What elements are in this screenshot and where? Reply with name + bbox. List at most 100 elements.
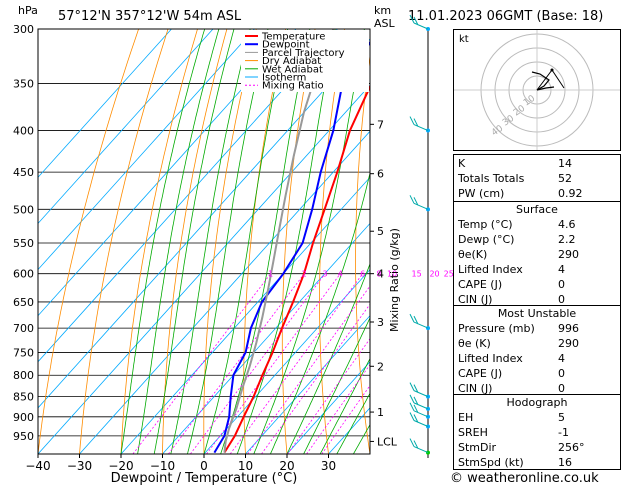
height-label: 1 <box>377 406 384 419</box>
pressure-tick-label: 300 <box>13 23 34 36</box>
most-unstable-row: Lifted Index 4 <box>454 351 620 366</box>
surface-row: Dewp (°C) 2.2 <box>454 232 620 247</box>
isotherm-line <box>203 268 370 454</box>
dry-adiabat-line <box>203 29 257 454</box>
surface-label: θe(K) <box>458 248 488 261</box>
copyright-label: © weatheronline.co.uk <box>450 471 599 486</box>
pressure-tick-label: 750 <box>13 346 34 359</box>
hodograph-stat-row: StmSpd (kt) 16 <box>454 455 620 470</box>
most-unstable-value: 0 <box>558 367 565 380</box>
wet-adiabat-line <box>286 262 370 454</box>
most-unstable-panel: Most Unstable Pressure (mb) 996 θe (K) 290 L… <box>453 305 621 396</box>
legend-label: Isotherm <box>262 73 306 84</box>
surface-label: CAPE (J) <box>458 278 503 291</box>
hodograph-stat-row: EH 5 <box>454 410 620 425</box>
height-unit-top: km <box>374 4 391 17</box>
mixing-ratio-label: 6 <box>360 270 365 279</box>
isotherm-line <box>286 361 370 454</box>
mixing-ratio-line <box>247 285 370 454</box>
isotherm-line <box>38 29 214 225</box>
temperature-line <box>223 84 370 454</box>
wet-adiabat-line <box>270 171 370 454</box>
wind-barb <box>409 382 429 398</box>
wet-adiabat-line <box>236 29 336 454</box>
dry-adiabat-line <box>243 29 287 454</box>
most-unstable-value: 0 <box>558 382 565 395</box>
most-unstable-value: 996 <box>558 322 579 335</box>
mixing-ratio-line <box>321 384 370 454</box>
isotherm-line <box>79 130 370 454</box>
surface-label: Lifted Index <box>458 263 523 276</box>
pressure-tick-label: 700 <box>13 322 34 335</box>
hodograph-stats-panel: Hodograph EH 5 SREH -1 StmDir 256° StmSpd (kt)… <box>453 394 621 470</box>
pressure-tick-label: 500 <box>13 203 34 216</box>
mixing-ratio-label: 20 <box>429 270 439 279</box>
pressure-unit-label: hPa <box>18 4 38 17</box>
hodograph-stat-value: 256° <box>558 441 585 454</box>
surface-value: 290 <box>558 248 579 261</box>
surface-row: Temp (°C) 4.6 <box>454 217 620 232</box>
pressure-tick-label: 950 <box>13 430 34 443</box>
wet-adiabat-line <box>303 316 370 454</box>
pressure-tick-label: 650 <box>13 296 34 309</box>
most-unstable-label: Pressure (mb) <box>458 322 535 335</box>
isotherm-line <box>38 29 255 271</box>
hodograph-stat-value: 16 <box>558 456 572 469</box>
height-label: LCL <box>377 435 398 448</box>
mixing-ratio-label: 15 <box>412 270 422 279</box>
hodograph-unit-label: kt <box>459 34 469 45</box>
most-unstable-label: CIN (J) <box>458 382 493 395</box>
wet-adiabat-line <box>153 29 235 454</box>
index-label: Totals Totals <box>458 172 525 185</box>
pressure-tick-label: 600 <box>13 268 34 281</box>
wind-barb <box>409 14 429 30</box>
wind-barb <box>409 313 429 329</box>
x-tick-label: −30 <box>67 459 92 473</box>
wind-barb <box>409 412 429 427</box>
most-unstable-row: θe (K) 290 <box>454 336 620 351</box>
most-unstable-title: Most Unstable <box>497 307 577 320</box>
mixing-ratio-label: 2 <box>302 270 307 279</box>
most-unstable-row: CIN (J) 0 <box>454 381 620 396</box>
pressure-tick-label: 450 <box>13 166 34 179</box>
mixing-ratio-label: 25 <box>444 270 454 279</box>
wet-adiabat-line <box>120 29 206 454</box>
isotherm-line <box>38 29 172 178</box>
x-tick-label: 20 <box>279 459 294 473</box>
indices-panel: K 14 Totals Totals 52 PW (cm) 0.92 <box>453 154 621 203</box>
pressure-tick-label: 550 <box>13 237 34 250</box>
height-label: 4 <box>377 268 384 281</box>
hodograph-trace <box>536 86 555 91</box>
datetime-label: 11.01.2023 06GMT (Base: 18) <box>408 9 603 24</box>
legend-label: Dewpoint <box>262 40 310 51</box>
wind-barb <box>409 195 429 210</box>
most-unstable-value: 290 <box>558 337 579 350</box>
mixing-ratio-line <box>132 273 271 454</box>
dry-adiabat-line <box>162 29 228 454</box>
mixing-ratio-line <box>229 273 363 454</box>
surface-value: 4 <box>558 263 565 276</box>
hodograph-stat-label: StmDir <box>458 441 497 454</box>
index-row: PW (cm) 0.92 <box>454 186 620 201</box>
dry-adiabat-line <box>355 53 370 454</box>
mixing-ratio-axis-label: Mixing Ratio (g/kg) <box>388 228 401 332</box>
surface-label: CIN (J) <box>458 293 493 306</box>
dry-adiabat-line <box>424 29 453 454</box>
most-unstable-label: CAPE (J) <box>458 367 503 380</box>
hodograph-plot: kt 10 20 30 40 <box>454 30 620 150</box>
x-axis-label: Dewpoint / Temperature (°C) <box>111 471 298 486</box>
height-label: 3 <box>377 316 384 329</box>
parcel-trajectory-line <box>223 29 335 453</box>
index-value: 14 <box>558 157 572 170</box>
wet-adiabat-line <box>253 29 365 454</box>
most-unstable-row: Pressure (mb) 996 <box>454 321 620 336</box>
pressure-tick-label: 400 <box>13 125 34 138</box>
legend-label: Parcel Trajectory <box>262 48 345 59</box>
surface-value: 4.6 <box>558 218 576 231</box>
mixing-ratio-label: 10 <box>387 270 397 279</box>
height-unit-bottom: ASL <box>374 17 396 30</box>
pressure-tick-label: 800 <box>13 369 34 382</box>
mixing-ratio-line <box>168 273 305 454</box>
hodograph-stat-value: 5 <box>558 411 565 424</box>
surface-value: 0 <box>558 278 565 291</box>
